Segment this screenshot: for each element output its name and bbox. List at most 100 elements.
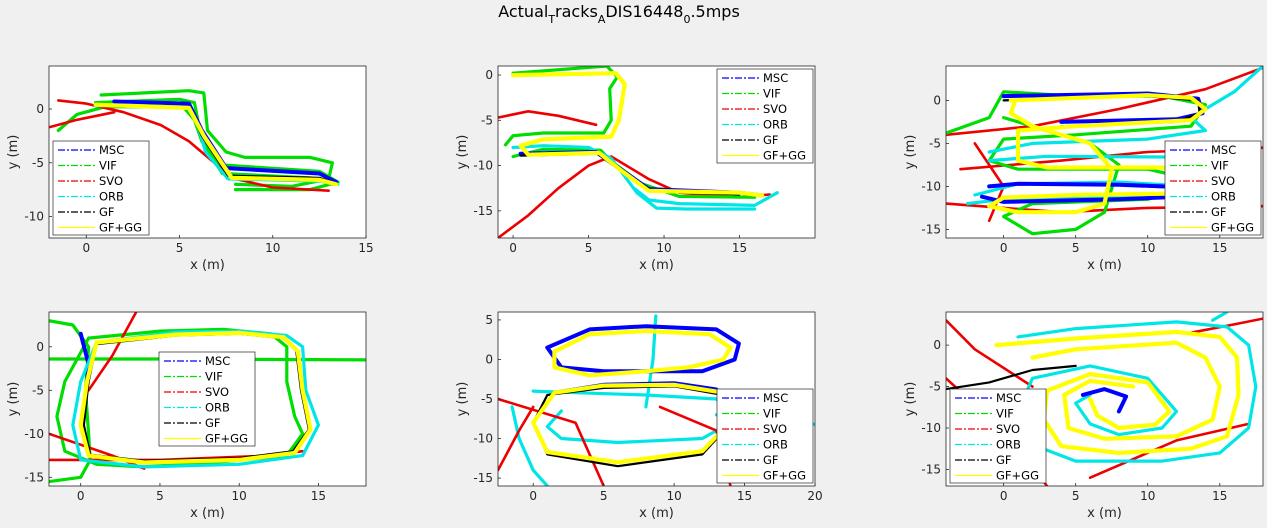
series-gf-gg-line — [552, 328, 733, 378]
legend-label: VIF — [996, 407, 1014, 421]
x-tick-label: 0 — [1000, 489, 1008, 503]
x-tick-label: 0 — [529, 489, 537, 503]
series-orb-line — [510, 405, 549, 486]
legend-label: ORB — [205, 401, 230, 415]
y-tick-label: -10 — [473, 432, 493, 446]
x-axis-label: x (m) — [1087, 258, 1122, 273]
legend-label: GF+GG — [763, 469, 806, 483]
y-tick-label: -15 — [24, 470, 44, 484]
series-svo-line — [498, 397, 605, 486]
x-tick-label: 15 — [737, 489, 752, 503]
x-tick-label: 10 — [1140, 241, 1155, 255]
series-orb-line — [511, 144, 757, 211]
title-subscript: A — [598, 13, 606, 26]
y-axis-label: y (m) — [455, 382, 470, 417]
x-tick-label: 10 — [232, 489, 247, 503]
series-vif-line — [503, 66, 619, 147]
legend-label: SVO — [996, 422, 1020, 436]
y-tick-label: -5 — [929, 380, 941, 394]
series-gf-gg-line — [1030, 340, 1222, 441]
legend-label: MSC — [996, 391, 1021, 405]
series-gf-gg-line — [93, 102, 339, 187]
series-orb-line — [632, 186, 779, 207]
tracks — [49, 89, 340, 192]
series-vif-line — [49, 458, 92, 484]
x-tick-label: 10 — [265, 241, 280, 255]
y-tick-label: -10 — [921, 421, 941, 435]
x-tick-label: 5 — [1072, 241, 1080, 255]
x-tick-label: 5 — [176, 241, 184, 255]
y-tick-label: -5 — [32, 383, 44, 397]
legend-label: GF — [1211, 205, 1227, 219]
legend-label: VIF — [1211, 159, 1229, 173]
y-tick-label: -10 — [473, 159, 493, 173]
legend-box — [949, 388, 1047, 484]
x-tick-label: 15 — [1212, 241, 1227, 255]
title-subscript: T — [547, 13, 555, 26]
legend-box — [716, 388, 814, 484]
series-svo-line — [946, 66, 1263, 137]
y-tick-label: -5 — [481, 113, 493, 127]
y-axis-label: y (m) — [6, 135, 21, 170]
legend-label: MSC — [763, 391, 788, 405]
legend-label: GF — [99, 205, 115, 219]
legend-label: GF — [996, 453, 1012, 467]
legend-label: MSC — [205, 354, 230, 368]
axes-box — [945, 311, 1264, 487]
axes-box — [48, 65, 367, 239]
x-tick-label: 0 — [77, 489, 85, 503]
legend-label: MSC — [763, 71, 788, 85]
legend-label: GF — [205, 416, 221, 430]
legend-label: VIF — [763, 407, 781, 421]
y-tick-label: -10 — [24, 210, 44, 224]
y-axis-label: y (m) — [903, 382, 918, 417]
axes-box — [48, 311, 367, 487]
x-tick-label: 0 — [1000, 241, 1008, 255]
legend-label: ORB — [763, 438, 788, 452]
series-svo-line — [946, 319, 1034, 388]
title-part: .5mps — [690, 2, 739, 21]
y-tick-label: 0 — [36, 102, 44, 116]
x-tick-label: 15 — [1212, 489, 1227, 503]
series-svo-line — [498, 405, 535, 472]
legend-label: MSC — [1211, 143, 1236, 157]
y-tick-label: -10 — [921, 179, 941, 193]
y-tick-label: 0 — [36, 340, 44, 354]
x-tick-label: 15 — [311, 489, 326, 503]
x-tick-label: 10 — [656, 241, 671, 255]
legend-label: SVO — [99, 174, 123, 188]
title-part: Actual — [498, 2, 548, 21]
series-svo-line — [1189, 317, 1263, 334]
axes-box — [497, 65, 816, 239]
y-tick-label: 5 — [485, 313, 493, 327]
axes-box — [945, 65, 1264, 239]
y-axis-label: y (m) — [6, 382, 21, 417]
legend-box — [1164, 140, 1262, 236]
subplot-grid: 0 5 10 150-5-10x (m)y (m) MSCVIFSVOORBGFGF+G… — [6, 65, 1264, 521]
y-tick-label: -15 — [921, 462, 941, 476]
y-axis-label: y (m) — [455, 135, 470, 170]
y-tick-label: -10 — [24, 427, 44, 441]
legend-label: GF — [763, 453, 779, 467]
legend-label: GF+GG — [1211, 221, 1254, 235]
x-tick-label: 20 — [807, 489, 822, 503]
x-tick-label: 0 — [509, 241, 517, 255]
x-axis-label: x (m) — [1087, 506, 1122, 521]
y-tick-label: 0 — [485, 352, 493, 366]
legend-label: GF+GG — [205, 432, 248, 446]
x-tick-label: 15 — [358, 241, 373, 255]
x-tick-label: 15 — [732, 241, 747, 255]
legend-label: ORB — [1211, 190, 1236, 204]
legend-label: ORB — [996, 438, 1021, 452]
y-tick-label: -15 — [473, 204, 493, 218]
y-tick-label: 0 — [485, 68, 493, 82]
series-gf-gg-line — [994, 329, 1241, 455]
